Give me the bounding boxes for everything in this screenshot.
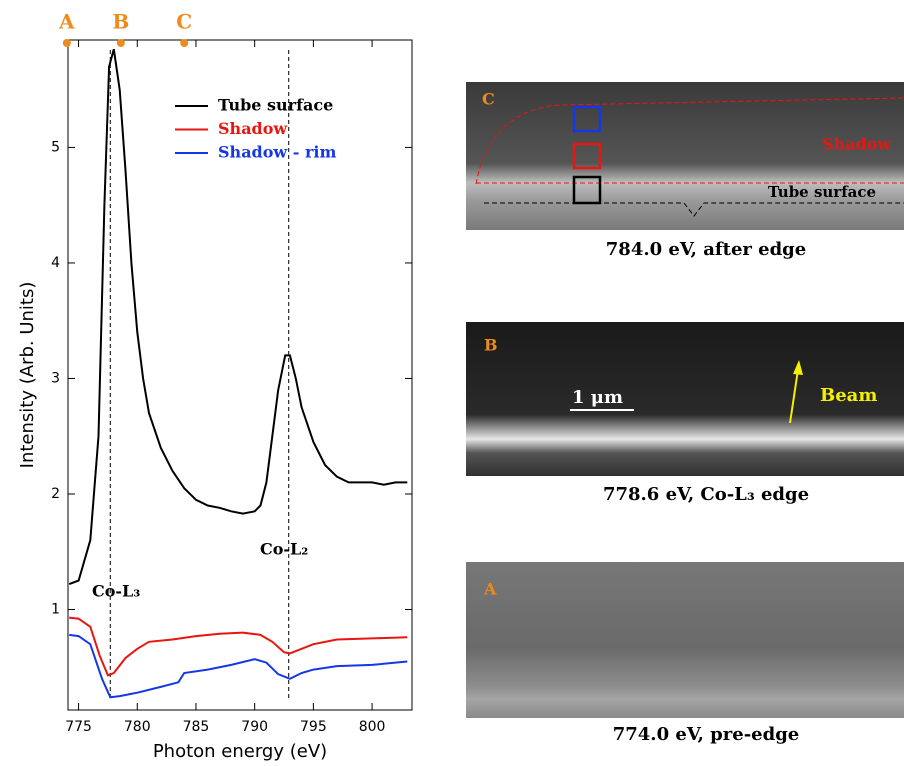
plot-frame [67,39,413,711]
panel-caption: 774.0 eV, pre-edge [613,724,800,745]
roi-shadow [572,142,602,170]
panel-letter: A [483,580,497,599]
x-tick-label: 780 [124,719,151,735]
annotation: Co-L₂ [260,540,308,559]
scale-label: 1 μm [572,387,623,408]
panel-label: Shadow [822,135,892,154]
image-c [466,82,904,230]
x-axis-label: Photon energy (eV) [153,741,327,762]
y-tick-label: 3 [51,370,60,386]
panel-caption: 784.0 eV, after edge [606,239,806,260]
x-tick-label: 785 [183,719,210,735]
panel-letter: B [484,336,498,355]
energy-marker-label: B [112,10,129,34]
energy-marker [62,39,71,47]
panel-caption: 778.6 eV, Co-L₃ edge [603,484,809,505]
legend-label: Shadow [218,119,288,138]
image-panels: C Shadow Tube surface 784.0 eV, after ed… [466,82,904,745]
image-a [466,562,904,718]
x-tick-label: 800 [359,719,386,735]
energy-marker [180,39,189,47]
x-tick-label: 795 [300,719,327,735]
panel-label: Beam [820,385,877,406]
y-tick-label: 5 [51,139,60,155]
annotation: Co-L₃ [92,582,140,601]
series-line [69,616,408,677]
x-tick-label: 775 [65,719,92,735]
roi-rim [572,105,602,133]
y-tick-label: 4 [51,255,60,271]
roi-surface [572,175,602,205]
image-b [466,322,904,476]
legend-label: Tube surface [218,96,333,115]
beam-arrow-head [793,360,803,375]
energy-marker-label: C [176,10,192,34]
series-line [69,633,408,699]
energy-marker-label: A [58,10,75,34]
y-tick-label: 1 [51,602,60,618]
panel-letter: C [482,90,495,109]
legend-label: Shadow - rim [218,143,336,162]
spectrum-chart: Photon energy (eV) Intensity (Arb. Units… [17,10,413,762]
y-axis-label: Intensity (Arb. Units) [17,282,38,469]
energy-marker [116,39,125,47]
x-tick-label: 790 [241,719,268,735]
tube-line [484,202,904,217]
series-line [68,48,408,586]
shadow-outline [475,97,904,185]
panel-label: Tube surface [768,183,876,201]
y-tick-label: 2 [51,486,60,502]
